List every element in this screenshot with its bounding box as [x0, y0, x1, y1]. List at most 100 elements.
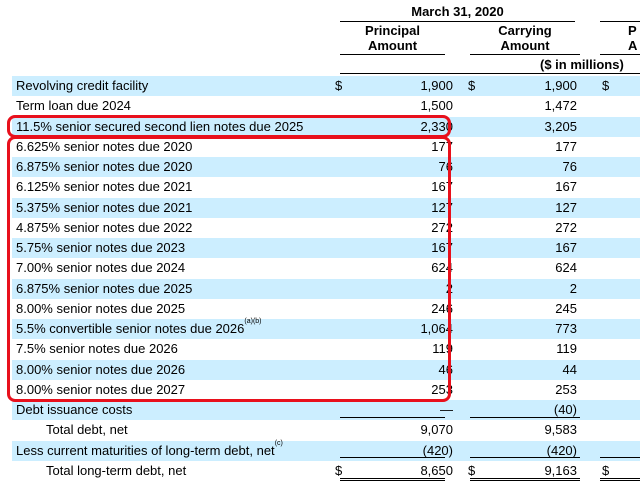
row-label-text: 6.875% senior notes due 2025 — [16, 280, 193, 296]
table-row: Less current maturities of long-term deb… — [12, 439, 640, 461]
principal-amount-cell: 1,064 — [420, 321, 453, 336]
row-label-text: Debt issuance costs — [16, 402, 133, 417]
carrying-amount-cell: 2 — [569, 280, 577, 296]
carrying-amount-header: Carrying Amount — [470, 23, 580, 53]
less-rule-principal — [340, 457, 445, 458]
units-label: ($ in millions) — [540, 57, 624, 72]
carrying-header-line2: Amount — [500, 38, 550, 53]
subtotal-rule-carrying — [470, 417, 580, 418]
table-row: 8.00% senior notes due 2026 46 44 — [12, 359, 640, 380]
carrying-amount-cell: 119 — [556, 341, 577, 357]
row-label-text: 6.125% senior notes due 2021 — [16, 179, 193, 195]
row-label-text: Total long-term debt, net — [46, 462, 187, 478]
row-label-text: 8.00% senior notes due 2026 — [16, 361, 186, 377]
less-rule-carrying — [470, 457, 580, 458]
carrying-amount-cell: (420) — [546, 442, 577, 458]
row-label: 5.375% senior notes due 2021 — [16, 198, 192, 218]
carrying-amount-cell: (40) — [553, 402, 577, 417]
principal-amount-cell: (420) — [422, 442, 453, 458]
row-label-text: 11.5% senior secured second lien notes d… — [16, 118, 304, 134]
carrying-amount-cell: 3,205 — [544, 118, 577, 134]
row-label: 8.00% senior notes due 2026 — [16, 360, 185, 380]
row-label: 8.00% senior notes due 2027 — [16, 380, 185, 400]
row-label: 7.00% senior notes due 2024 — [16, 258, 185, 278]
footnote-marker: (a)(b) — [244, 318, 262, 325]
table-row: 5.5% convertible senior notes due 2026(a… — [12, 318, 640, 339]
principal-amount-cell: 253 — [431, 381, 453, 397]
carrying-amount-cell: 76 — [562, 159, 577, 174]
principal-amount-cell: 8,650 — [420, 462, 453, 478]
row-label: Debt issuance costs — [16, 400, 132, 420]
dollar-sign: $ — [468, 78, 476, 93]
row-label: 6.125% senior notes due 2021 — [16, 177, 192, 197]
carrying-amount-cell: 624 — [555, 260, 577, 276]
row-label: Less current maturities of long-term deb… — [16, 439, 283, 461]
row-label: Term loan due 2024 — [16, 96, 131, 116]
dollar-sign: $ — [602, 78, 610, 93]
carrying-header-line1: Carrying — [498, 23, 552, 38]
carrying-amount-cell: 1,472 — [544, 98, 577, 114]
row-label: Total debt, net — [46, 420, 128, 440]
table-row: 7.00% senior notes due 2024 624 624 — [12, 258, 640, 278]
carrying-amount-cell: 1,900 — [544, 78, 577, 93]
total-double-rule-carrying — [470, 478, 580, 481]
table-row: 7.5% senior notes due 2026 119 119 — [12, 339, 640, 359]
table-row: Debt issuance costs — (40) — [12, 400, 640, 420]
row-label: Total long-term debt, net — [46, 461, 186, 481]
period-header: March 31, 2020 — [411, 4, 504, 19]
principal-amount-cell: — — [440, 402, 453, 417]
carrying-amount-cell: 253 — [555, 381, 577, 397]
table-row: Total debt, net 9,070 9,583 — [12, 420, 640, 440]
table-row: 6.875% senior notes due 2020 76 76 — [12, 157, 640, 177]
dollar-sign: $ — [335, 78, 343, 93]
row-label: 8.00% senior notes due 2025 — [16, 299, 185, 319]
table-row: Revolving credit facility $1,900 $1,900 $ — [12, 76, 640, 96]
row-label: 4.875% senior notes due 2022 — [16, 218, 192, 238]
carrying-header-rule — [470, 54, 580, 55]
principal-amount-cell: 272 — [431, 219, 453, 235]
row-label: Revolving credit facility — [16, 76, 148, 96]
partial-column-header: P A — [628, 23, 640, 53]
row-label: 5.5% convertible senior notes due 2026(a… — [16, 318, 262, 339]
carrying-amount-cell: 773 — [555, 321, 577, 336]
carrying-amount-cell: 127 — [555, 199, 577, 215]
row-label-text: 8.00% senior notes due 2027 — [16, 381, 186, 397]
row-label: 11.5% senior secured second lien notes d… — [16, 117, 303, 137]
partial-header-line2: A — [628, 38, 638, 53]
highlight-senior-notes-block — [7, 136, 451, 402]
row-label-text: 7.00% senior notes due 2024 — [16, 260, 186, 276]
row-label-text: 6.625% senior notes due 2020 — [16, 138, 193, 154]
principal-amount-cell: 246 — [431, 300, 453, 316]
carrying-amount-cell: 9,163 — [544, 462, 577, 478]
table-row: 6.875% senior notes due 2025 2 2 — [12, 278, 640, 299]
carrying-amount-cell: 44 — [562, 361, 577, 377]
highlight-second-lien-row — [7, 115, 451, 138]
footnote-marker: (c) — [274, 439, 283, 447]
table-row: 6.125% senior notes due 2021 167 167 — [12, 177, 640, 197]
row-label-text: 5.75% senior notes due 2023 — [16, 240, 186, 255]
principal-amount-header: Principal Amount — [340, 23, 445, 53]
principal-amount-cell: 9,070 — [420, 422, 453, 438]
row-label-text: 8.00% senior notes due 2025 — [16, 300, 186, 316]
dollar-sign: $ — [602, 462, 610, 478]
principal-header-line2: Amount — [367, 38, 418, 53]
table-row: 4.875% senior notes due 2022 272 272 — [12, 218, 640, 238]
table-row: Term loan due 2024 1,500 1,472 — [12, 96, 640, 116]
carrying-amount-cell: 177 — [555, 138, 577, 154]
partial-header-line1: P — [628, 23, 637, 38]
row-label: 6.875% senior notes due 2020 — [16, 157, 192, 177]
row-label-text: 5.5% convertible senior notes due 2026 — [16, 321, 245, 336]
row-label: 7.5% senior notes due 2026 — [16, 339, 178, 359]
principal-header-rule — [340, 54, 445, 55]
table-row: Total long-term debt, net $8,650 $9,163 $ — [12, 461, 640, 481]
row-label: 6.875% senior notes due 2025 — [16, 279, 192, 299]
total-double-rule-next — [600, 478, 640, 481]
table-row: 8.00% senior notes due 2027 253 253 — [12, 380, 640, 400]
partial-header-rule — [600, 54, 640, 55]
table-row: 8.00% senior notes due 2025 246 245 — [12, 299, 640, 319]
row-label-text: 7.5% senior notes due 2026 — [16, 341, 178, 357]
row-label-text: Less current maturities of long-term deb… — [16, 442, 275, 458]
row-label-text: 4.875% senior notes due 2022 — [16, 219, 193, 235]
principal-amount-cell: 1,500 — [420, 98, 453, 114]
principal-amount-cell: 119 — [432, 341, 453, 357]
